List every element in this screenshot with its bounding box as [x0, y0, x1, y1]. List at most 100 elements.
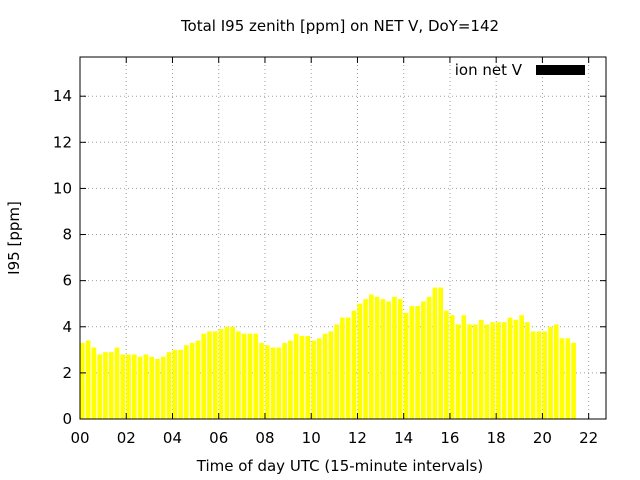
- bar: [369, 294, 374, 419]
- bar: [438, 287, 443, 419]
- bar: [478, 319, 484, 419]
- bar: [553, 324, 559, 419]
- x-tick-label: 08: [255, 429, 274, 447]
- bar: [426, 296, 432, 419]
- bar: [230, 326, 235, 419]
- bar: [132, 354, 137, 419]
- bar: [559, 338, 565, 419]
- bar: [126, 354, 131, 419]
- bar: [409, 306, 415, 419]
- bar: [542, 331, 548, 419]
- grid-lines: [80, 57, 606, 419]
- bar: [363, 299, 368, 419]
- bar: [530, 331, 536, 419]
- x-tick-label: 12: [348, 429, 367, 447]
- bar: [322, 333, 328, 419]
- bar: [444, 310, 449, 419]
- bar: [120, 354, 126, 419]
- bar: [525, 322, 530, 419]
- bar: [357, 303, 363, 419]
- bar: [103, 352, 108, 419]
- bar: [571, 342, 576, 419]
- bar: [184, 345, 189, 419]
- legend-swatch: [536, 65, 585, 75]
- bar: [565, 338, 571, 419]
- bar: [316, 338, 322, 419]
- bar: [386, 301, 391, 419]
- bar: [160, 356, 166, 419]
- y-tick-label: 10: [53, 179, 72, 197]
- bar: [392, 296, 397, 419]
- bar: [276, 347, 282, 419]
- bar: [432, 287, 438, 419]
- bar: [461, 315, 467, 419]
- bar: [247, 333, 253, 419]
- chart-title: Total I95 zenith [ppm] on NET V, DoY=142: [180, 17, 499, 35]
- x-tick-label: 18: [487, 429, 506, 447]
- bar: [473, 324, 478, 419]
- bar: [334, 324, 339, 419]
- x-tick-label: 14: [394, 429, 413, 447]
- bar: [259, 342, 264, 419]
- bar-series: [80, 287, 576, 419]
- bar: [253, 333, 259, 419]
- bar: [507, 317, 513, 419]
- bar: [490, 322, 496, 419]
- bar: [155, 359, 160, 419]
- bar: [270, 347, 276, 419]
- bar: [305, 335, 311, 419]
- bar: [212, 331, 218, 419]
- bar: [311, 340, 316, 419]
- bar: [536, 331, 542, 419]
- bar: [397, 299, 403, 419]
- x-tick-label: 22: [579, 429, 598, 447]
- bar: [149, 356, 154, 419]
- plot-frame: [79, 56, 607, 420]
- x-axis-label: Time of day UTC (15-minute intervals): [196, 457, 483, 475]
- bar: [421, 301, 426, 419]
- legend: ion net V: [455, 61, 585, 79]
- y-tick-label: 12: [53, 133, 72, 151]
- bar: [328, 331, 334, 419]
- bar: [91, 347, 97, 419]
- bar: [484, 324, 490, 419]
- x-tick-label: 02: [117, 429, 136, 447]
- x-tick-label: 10: [302, 429, 321, 447]
- bar: [241, 333, 247, 419]
- x-tick-label: 06: [209, 429, 228, 447]
- bar: [264, 345, 270, 419]
- y-tick-label: 14: [53, 87, 72, 105]
- x-tick-label: 00: [70, 429, 89, 447]
- bar: [195, 340, 201, 419]
- bar: [85, 340, 91, 419]
- bar: [415, 306, 420, 419]
- y-tick-label: 0: [62, 410, 72, 428]
- bar: [455, 324, 461, 419]
- bar: [513, 319, 519, 419]
- bar: [403, 312, 409, 419]
- bar: [467, 324, 472, 419]
- bar: [207, 331, 212, 419]
- bar: [236, 331, 241, 419]
- y-axis-label: I95 [ppm]: [5, 201, 23, 275]
- bar: [380, 299, 386, 419]
- bar: [501, 322, 507, 419]
- y-tick-label: 8: [62, 226, 72, 244]
- bar: [519, 315, 524, 419]
- bar: [189, 342, 195, 419]
- bar: [288, 340, 293, 419]
- bar: [548, 326, 553, 419]
- legend-label: ion net V: [455, 61, 523, 79]
- bar: [143, 354, 149, 419]
- bar: [114, 347, 120, 419]
- bar: [97, 354, 102, 419]
- x-tick-label: 20: [533, 429, 552, 447]
- bar: [224, 326, 230, 419]
- bar: [449, 315, 455, 419]
- y-tick-label: 2: [62, 364, 72, 382]
- bar: [178, 349, 183, 419]
- bar: [282, 342, 287, 419]
- x-tick-label: 16: [440, 429, 459, 447]
- y-tick-label: 6: [62, 272, 72, 290]
